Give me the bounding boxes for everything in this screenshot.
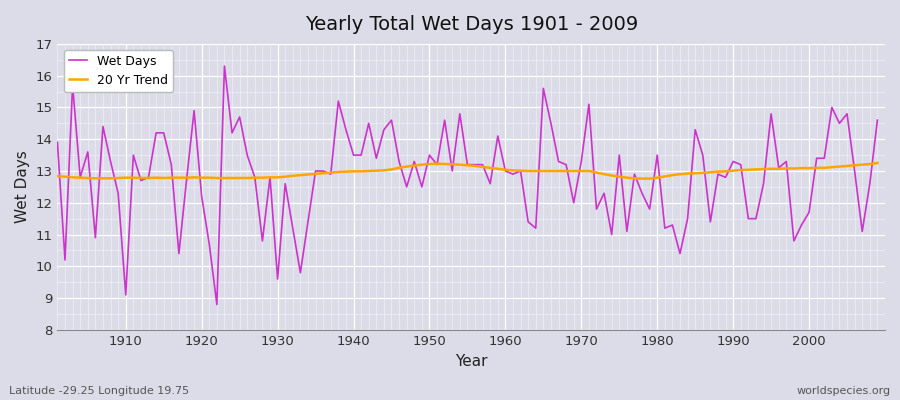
Wet Days <box>295 270 306 275</box>
Wet Days <box>340 127 351 132</box>
20 Yr Trend <box>325 170 336 175</box>
Wet Days <box>508 172 518 176</box>
20 Yr Trend <box>52 174 63 178</box>
20 Yr Trend <box>492 166 503 171</box>
Wet Days <box>212 302 222 307</box>
20 Yr Trend <box>112 176 123 180</box>
Text: worldspecies.org: worldspecies.org <box>796 386 891 396</box>
20 Yr Trend <box>280 174 291 179</box>
20 Yr Trend <box>636 176 647 181</box>
Wet Days <box>515 169 526 174</box>
Wet Days <box>219 64 230 68</box>
Line: Wet Days: Wet Days <box>58 66 878 304</box>
Line: 20 Yr Trend: 20 Yr Trend <box>58 163 878 179</box>
Wet Days <box>112 191 123 196</box>
Legend: Wet Days, 20 Yr Trend: Wet Days, 20 Yr Trend <box>64 50 174 92</box>
Y-axis label: Wet Days: Wet Days <box>15 150 30 223</box>
X-axis label: Year: Year <box>455 354 488 369</box>
Text: Latitude -29.25 Longitude 19.75: Latitude -29.25 Longitude 19.75 <box>9 386 189 396</box>
Wet Days <box>872 118 883 122</box>
20 Yr Trend <box>591 170 602 175</box>
Title: Yearly Total Wet Days 1901 - 2009: Yearly Total Wet Days 1901 - 2009 <box>304 15 638 34</box>
20 Yr Trend <box>872 161 883 166</box>
Wet Days <box>607 232 617 237</box>
Wet Days <box>52 140 63 145</box>
20 Yr Trend <box>500 167 511 172</box>
